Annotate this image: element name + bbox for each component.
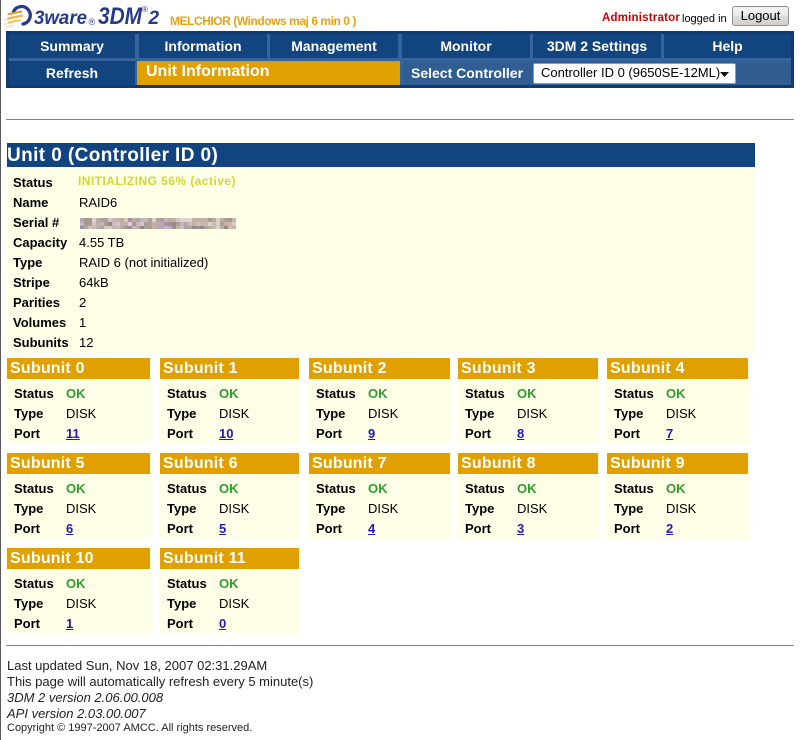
svg-text:3ware: 3ware — [34, 7, 87, 29]
svg-text:®: ® — [142, 5, 148, 14]
svg-text:3DM: 3DM — [98, 3, 143, 30]
svg-text:®: ® — [89, 17, 96, 27]
svg-text:2: 2 — [148, 8, 160, 29]
